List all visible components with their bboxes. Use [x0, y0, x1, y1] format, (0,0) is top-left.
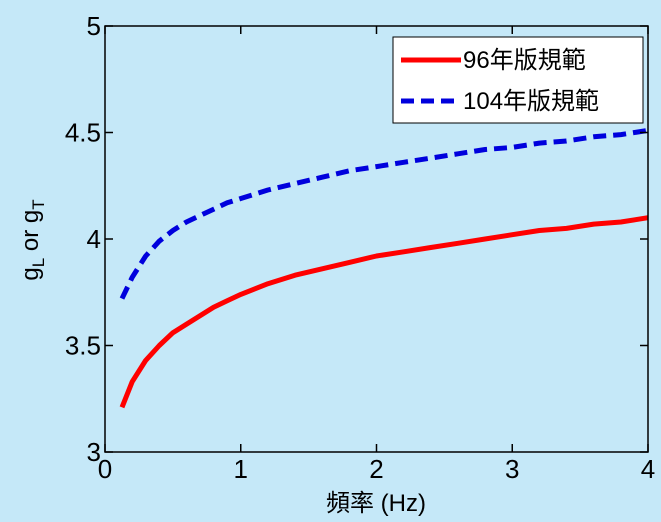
x-tick-label: 1	[234, 454, 248, 484]
legend-label-104: 104年版規範	[463, 88, 599, 115]
x-axis-title: 頻率 (Hz)	[326, 490, 426, 517]
y-axis-title-g-base-2: g	[17, 210, 44, 223]
series-layer	[119, 127, 649, 409]
y-tick-label: 3.5	[65, 331, 101, 361]
tick-layer: 0 1 2 3 4 3 3.5 4 4.5 5	[65, 11, 655, 484]
y-axis-title-subscript-t: T	[29, 199, 48, 209]
series-line-0	[119, 215, 649, 409]
y-axis-title-or: or	[17, 223, 44, 258]
y-tick-label: 3	[87, 437, 101, 467]
y-axis-title-subscript-l: L	[29, 258, 48, 267]
legend-label-96: 96年版規範	[463, 47, 586, 74]
legend-box	[392, 36, 644, 124]
y-axis-title-g-base: g	[17, 267, 44, 280]
x-tick-label: 0	[98, 454, 112, 484]
y-tick-label: 4.5	[65, 118, 101, 148]
x-tick-label: 2	[369, 454, 383, 484]
y-tick-label: 4	[87, 224, 101, 254]
x-tick-label: 4	[641, 454, 655, 484]
y-axis-title: gL or gT	[17, 199, 48, 280]
x-tick-label: 3	[505, 454, 519, 484]
y-tick-label: 5	[87, 11, 101, 41]
legend: 96年版規範 104年版規範	[392, 36, 644, 124]
series-line-1	[119, 127, 649, 300]
